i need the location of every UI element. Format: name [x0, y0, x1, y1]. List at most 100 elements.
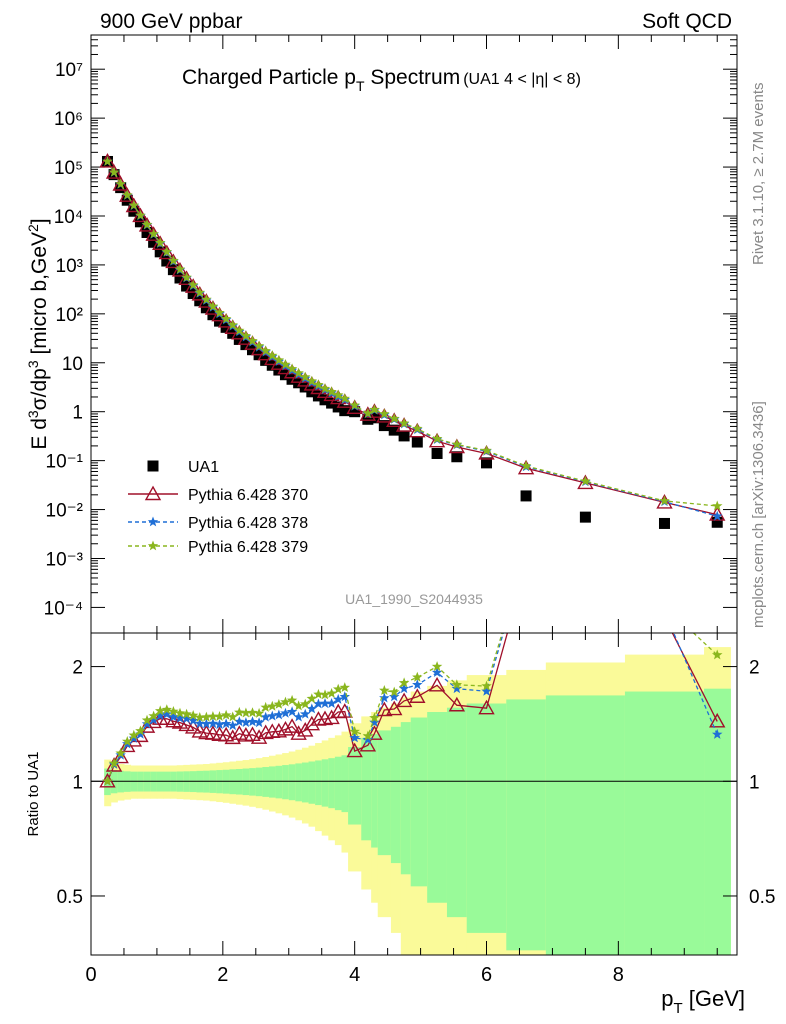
- ratio-point: [240, 717, 252, 728]
- ratio-point: [376, 701, 393, 717]
- data-point: [376, 408, 393, 423]
- ratio-band-inner: [446, 707, 468, 918]
- data-point: [165, 253, 182, 269]
- svg-text:E d3σ/dp3 [micro b,GeV2]: E d3σ/dp3 [micro b,GeV2]: [25, 218, 51, 449]
- xtick-label: 4: [349, 964, 360, 986]
- legend: UA1 Pythia 6.428 370 Pythia 6.428 378 Pythi…: [128, 459, 308, 556]
- ratio-point: [712, 649, 723, 660]
- ratio-point: [379, 685, 390, 695]
- ratio-point: [122, 736, 133, 746]
- data-point: [184, 278, 202, 293]
- data-point: [398, 417, 410, 428]
- ratio-point: [277, 720, 294, 736]
- ratio-point: [234, 706, 245, 717]
- data-point: [214, 307, 225, 318]
- data-point: [293, 367, 304, 378]
- legend-marker: [147, 540, 159, 551]
- data-point: [279, 369, 291, 381]
- series-line: [106, 161, 718, 507]
- data-point: [273, 354, 285, 365]
- ratio-plot-frame: [90, 632, 738, 956]
- data-point: [273, 364, 285, 376]
- data-point: [280, 359, 291, 369]
- data-point: [207, 300, 219, 311]
- ratio-point: [217, 726, 235, 742]
- data-point: [398, 430, 410, 442]
- data-point: [388, 424, 400, 436]
- ratio-band-inner: [361, 737, 372, 841]
- data-point: [204, 300, 222, 315]
- data-point: [306, 375, 318, 386]
- data-point: [656, 493, 673, 509]
- ratio-point: [379, 692, 390, 703]
- ratio-point: [158, 710, 176, 726]
- data-point: [161, 255, 173, 267]
- legend-marker: [144, 485, 162, 501]
- ratio-series-layer: [99, 606, 726, 788]
- data-point: [187, 288, 199, 300]
- ratio-point: [286, 694, 298, 705]
- data-point: [122, 189, 133, 200]
- ratio-point: [207, 711, 219, 721]
- ratio-point: [339, 691, 350, 702]
- data-point: [712, 500, 723, 511]
- ratio-point: [125, 731, 143, 747]
- ratio-point: [481, 680, 492, 691]
- ratio-point: [366, 725, 383, 740]
- data-point: [155, 237, 166, 248]
- ratio-point: [181, 708, 192, 719]
- legend-label: UA1: [188, 459, 219, 476]
- ratio-point: [253, 707, 265, 718]
- ratio-point: [234, 716, 245, 727]
- ratio-point: [244, 726, 261, 741]
- data-point: [451, 438, 463, 449]
- ratio-point: [267, 710, 278, 721]
- ratio-point: [201, 711, 212, 722]
- data-point: [158, 244, 176, 260]
- ratio-point: [333, 683, 344, 694]
- ratio-ytick-label-right: 2: [749, 658, 760, 679]
- main-ytick-label: 10⁻¹: [46, 452, 84, 473]
- ratio-point: [359, 736, 377, 752]
- ratio-point: [412, 679, 423, 690]
- ratio-ylabel: Ratio to UA1: [25, 751, 42, 836]
- ratio-point: [409, 688, 426, 703]
- ratio-point: [145, 713, 162, 729]
- rivet-version-label: Rivet 3.1.10, ≥ 2.7M events: [750, 83, 767, 266]
- data-point: [108, 166, 120, 177]
- data-point: [580, 475, 591, 486]
- ratio-series-3: [102, 633, 723, 786]
- data-point: [191, 285, 208, 301]
- data-point: [709, 506, 726, 521]
- ratio-point: [280, 707, 291, 718]
- data-point: [174, 263, 186, 274]
- ratio-point: [333, 693, 344, 704]
- data-point: [266, 359, 278, 371]
- ratio-band-inner: [341, 755, 349, 813]
- xtick-label: 2: [217, 964, 228, 986]
- data-point: [237, 330, 255, 345]
- ratio-point: [148, 710, 159, 721]
- chart-title: Charged Particle pT Spectrum (UA1 4 < |η|…: [182, 66, 581, 94]
- main-ytick-label: 10⁻²: [46, 501, 84, 522]
- ratio-band-inner: [466, 703, 507, 933]
- ratio-band-inner: [268, 766, 277, 798]
- ratio-point: [398, 677, 410, 688]
- ratio-point: [168, 706, 179, 716]
- main-axis-ticks: 10⁻⁴ 10⁻³ 10⁻² 10⁻¹ 1 10 10² 10³ 10⁴ 10⁵ 10⁶ 10⁷: [44, 34, 737, 633]
- ratio-band-inner: [390, 726, 402, 864]
- data-point: [369, 404, 380, 415]
- ratio-point: [326, 698, 337, 708]
- ratio-point: [214, 719, 225, 730]
- ratio-point: [260, 711, 271, 722]
- ratio-point: [316, 710, 334, 726]
- ratio-point: [659, 606, 669, 616]
- data-point: [300, 371, 311, 382]
- mcplots-label: mcplots.cern.ch [arXiv:1306.3436]: [750, 401, 767, 628]
- data-point: [431, 447, 443, 459]
- ratio-band-inner: [242, 768, 250, 796]
- ratio-point: [412, 671, 423, 682]
- ratio-band-inner: [321, 759, 329, 807]
- ratio-point: [240, 707, 252, 718]
- data-point: [412, 423, 423, 434]
